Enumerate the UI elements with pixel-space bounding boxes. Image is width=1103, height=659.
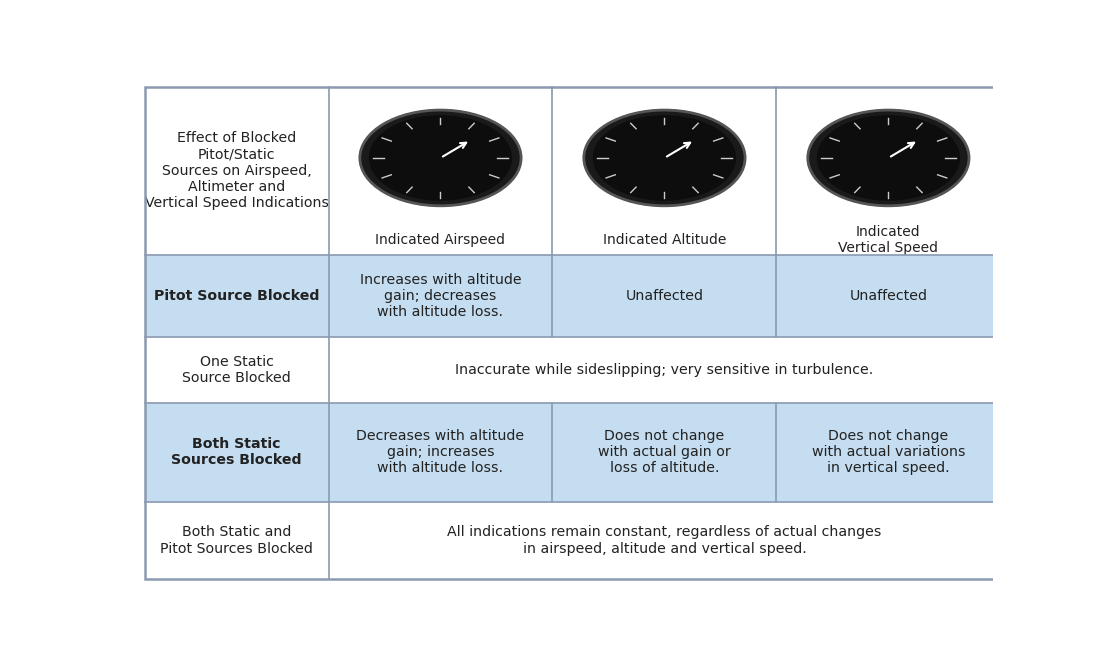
Text: Inaccurate while sideslipping; very sensitive in turbulence.: Inaccurate while sideslipping; very sens… [456, 363, 874, 377]
Bar [329, 502, 553, 579]
Bar [553, 502, 777, 579]
Bar [144, 337, 329, 403]
Bar [777, 502, 1000, 579]
Ellipse shape [583, 110, 745, 206]
Bar [144, 502, 329, 579]
Text: Unaffected: Unaffected [625, 289, 704, 302]
Bar [329, 403, 553, 502]
Bar [329, 337, 553, 403]
Ellipse shape [360, 110, 521, 206]
Text: Unaffected: Unaffected [849, 289, 928, 302]
Bar [777, 87, 1000, 254]
Text: Decreases with altitude
gain; increases
with altitude loss.: Decreases with altitude gain; increases … [356, 429, 525, 476]
Bar [553, 87, 777, 254]
Bar [777, 403, 1000, 502]
Text: Indicated
Vertical Speed: Indicated Vertical Speed [838, 225, 939, 255]
Text: Indicated Altitude: Indicated Altitude [602, 233, 726, 247]
Text: One Static
Source Blocked: One Static Source Blocked [182, 355, 291, 385]
Text: Both Static
Sources Blocked: Both Static Sources Blocked [171, 437, 302, 467]
Ellipse shape [370, 116, 512, 200]
Text: Effect of Blocked
Pitot/Static
Sources on Airspeed,
Altimeter and
Vertical Speed: Effect of Blocked Pitot/Static Sources o… [144, 131, 329, 210]
Bar [329, 254, 553, 337]
Bar [553, 254, 777, 337]
Ellipse shape [593, 116, 736, 200]
Bar [553, 337, 777, 403]
Text: Pitot Source Blocked: Pitot Source Blocked [153, 289, 320, 302]
Text: Does not change
with actual variations
in vertical speed.: Does not change with actual variations i… [812, 429, 965, 476]
Text: Indicated Airspeed: Indicated Airspeed [375, 233, 505, 247]
Bar [144, 254, 329, 337]
Bar [329, 87, 553, 254]
Bar [777, 337, 1000, 403]
Text: Both Static and
Pitot Sources Blocked: Both Static and Pitot Sources Blocked [160, 525, 313, 556]
Text: Increases with altitude
gain; decreases
with altitude loss.: Increases with altitude gain; decreases … [360, 273, 522, 319]
Ellipse shape [817, 116, 960, 200]
Bar [144, 403, 329, 502]
Text: Does not change
with actual gain or
loss of altitude.: Does not change with actual gain or loss… [598, 429, 731, 476]
Ellipse shape [807, 110, 970, 206]
Text: All indications remain constant, regardless of actual changes
in airspeed, altit: All indications remain constant, regardl… [447, 525, 881, 556]
Bar [144, 87, 329, 254]
Bar [777, 254, 1000, 337]
Bar [553, 403, 777, 502]
